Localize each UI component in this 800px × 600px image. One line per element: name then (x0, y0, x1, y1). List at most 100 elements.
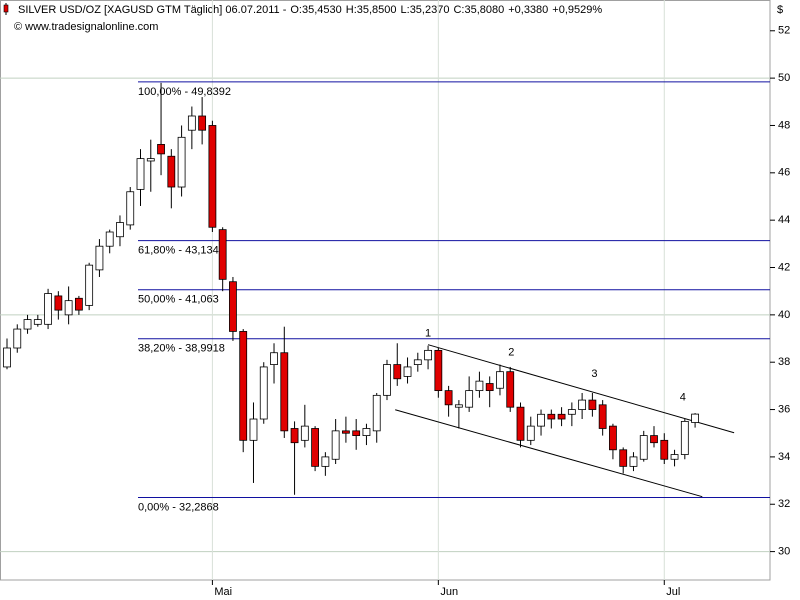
candle-body (413, 359, 422, 365)
plot-frame (0, 0, 771, 581)
candle-body (578, 399, 587, 410)
header-stat: L:35,2370 (401, 4, 450, 16)
candle-body (670, 454, 679, 460)
candle-body (126, 191, 135, 226)
x-tick-label: Mai (214, 586, 232, 598)
candle-body (557, 413, 566, 420)
candle-body (259, 366, 268, 420)
candle-body (157, 144, 165, 155)
header-stat: +0,3380 (508, 4, 548, 16)
candle-body (465, 390, 474, 408)
candle-body (352, 430, 361, 436)
candle-body (146, 158, 155, 162)
candle-body (680, 420, 689, 455)
y-tick-label: 36 (778, 403, 790, 415)
y-tick-label: 50 (778, 72, 790, 84)
y-tick-label: 46 (778, 167, 790, 179)
candle-body (300, 425, 309, 441)
candle-body (331, 430, 340, 460)
header-stat: C:35,8080 (453, 4, 504, 16)
candle-body (485, 383, 494, 392)
candle-body (136, 158, 145, 190)
candle-body (167, 155, 176, 188)
candle-body (33, 319, 42, 325)
candle-body (403, 366, 412, 377)
y-tick-label: 52 (778, 25, 790, 37)
candle-body (342, 430, 350, 434)
candle-body (249, 418, 258, 441)
candle-body (660, 439, 669, 460)
candle-body (116, 222, 124, 238)
y-tick-label: 32 (778, 498, 790, 510)
candle-body (270, 352, 278, 365)
candle-body (3, 347, 11, 368)
candle-body (598, 404, 607, 429)
trend-line (395, 409, 703, 498)
fibonacci-label: 61,80% - 43,1342 (138, 245, 225, 257)
candle-body (95, 245, 104, 271)
candle-body (424, 349, 432, 361)
wave-label: 4 (680, 392, 686, 404)
currency-label: $ (777, 4, 783, 16)
fibonacci-label: 50,00% - 41,063 (138, 294, 219, 306)
candle-body (496, 371, 504, 389)
candle-body (85, 264, 94, 306)
y-tick-label: 48 (778, 119, 790, 131)
candle-body (54, 295, 63, 311)
candle-body (105, 231, 114, 247)
candle-body (588, 399, 597, 410)
candle-body (198, 115, 207, 131)
candle-body (321, 456, 330, 467)
y-tick-label: 30 (778, 545, 790, 557)
candle-body (64, 300, 73, 316)
symbol-icon (3, 3, 9, 15)
x-tick-label: Jun (440, 586, 458, 598)
candle-body (177, 136, 186, 188)
wave-label: 2 (508, 347, 514, 359)
candle-body (526, 425, 535, 441)
candle-body (434, 349, 443, 392)
candle-body (229, 281, 237, 332)
candle-body (691, 413, 699, 423)
y-tick-label: 38 (778, 356, 790, 368)
candle-body (547, 413, 556, 420)
candle-body (516, 406, 525, 441)
fibonacci-label: 0,00% - 32,2868 (138, 501, 219, 513)
candle-body (311, 428, 320, 467)
y-tick-label: 44 (778, 214, 790, 226)
candle-body (383, 364, 391, 396)
candle-body (218, 229, 227, 280)
candle-body (23, 319, 32, 330)
candle-body (187, 115, 196, 131)
fibonacci-label: 38,20% - 38,9918 (138, 343, 225, 355)
candle-body (13, 328, 22, 349)
candle-body (506, 371, 515, 408)
y-tick-label: 42 (778, 261, 790, 273)
candle-body (619, 449, 628, 467)
wave-label: 1 (425, 328, 431, 340)
candle-body (475, 380, 484, 392)
header-stat: +0,9529% (552, 4, 602, 16)
watermark: © www.tradesignalonline.com (14, 21, 158, 33)
candle-body (567, 409, 576, 415)
candle-body (74, 297, 83, 311)
header-stat: H:35,8500 (346, 4, 397, 16)
candle-body (444, 390, 453, 406)
chart-title: SILVER USD/OZ [XAGUSD GTM Täglich] 06.07… (18, 4, 287, 16)
candle-body (609, 425, 617, 451)
candle-body (208, 125, 217, 228)
candle-body (44, 293, 52, 325)
wave-label: 3 (591, 368, 597, 380)
candle-body (639, 435, 648, 460)
y-tick-label: 40 (778, 309, 790, 321)
trend-line (427, 344, 735, 434)
y-tick-label: 34 (778, 451, 790, 463)
candle-body (362, 428, 371, 436)
candle-body (629, 456, 638, 467)
candle-body (372, 394, 381, 432)
candle-body (239, 331, 248, 441)
x-tick-label: Jul (666, 586, 680, 598)
fibonacci-label: 100,00% - 49,8392 (138, 86, 231, 98)
candle-body (290, 428, 299, 444)
